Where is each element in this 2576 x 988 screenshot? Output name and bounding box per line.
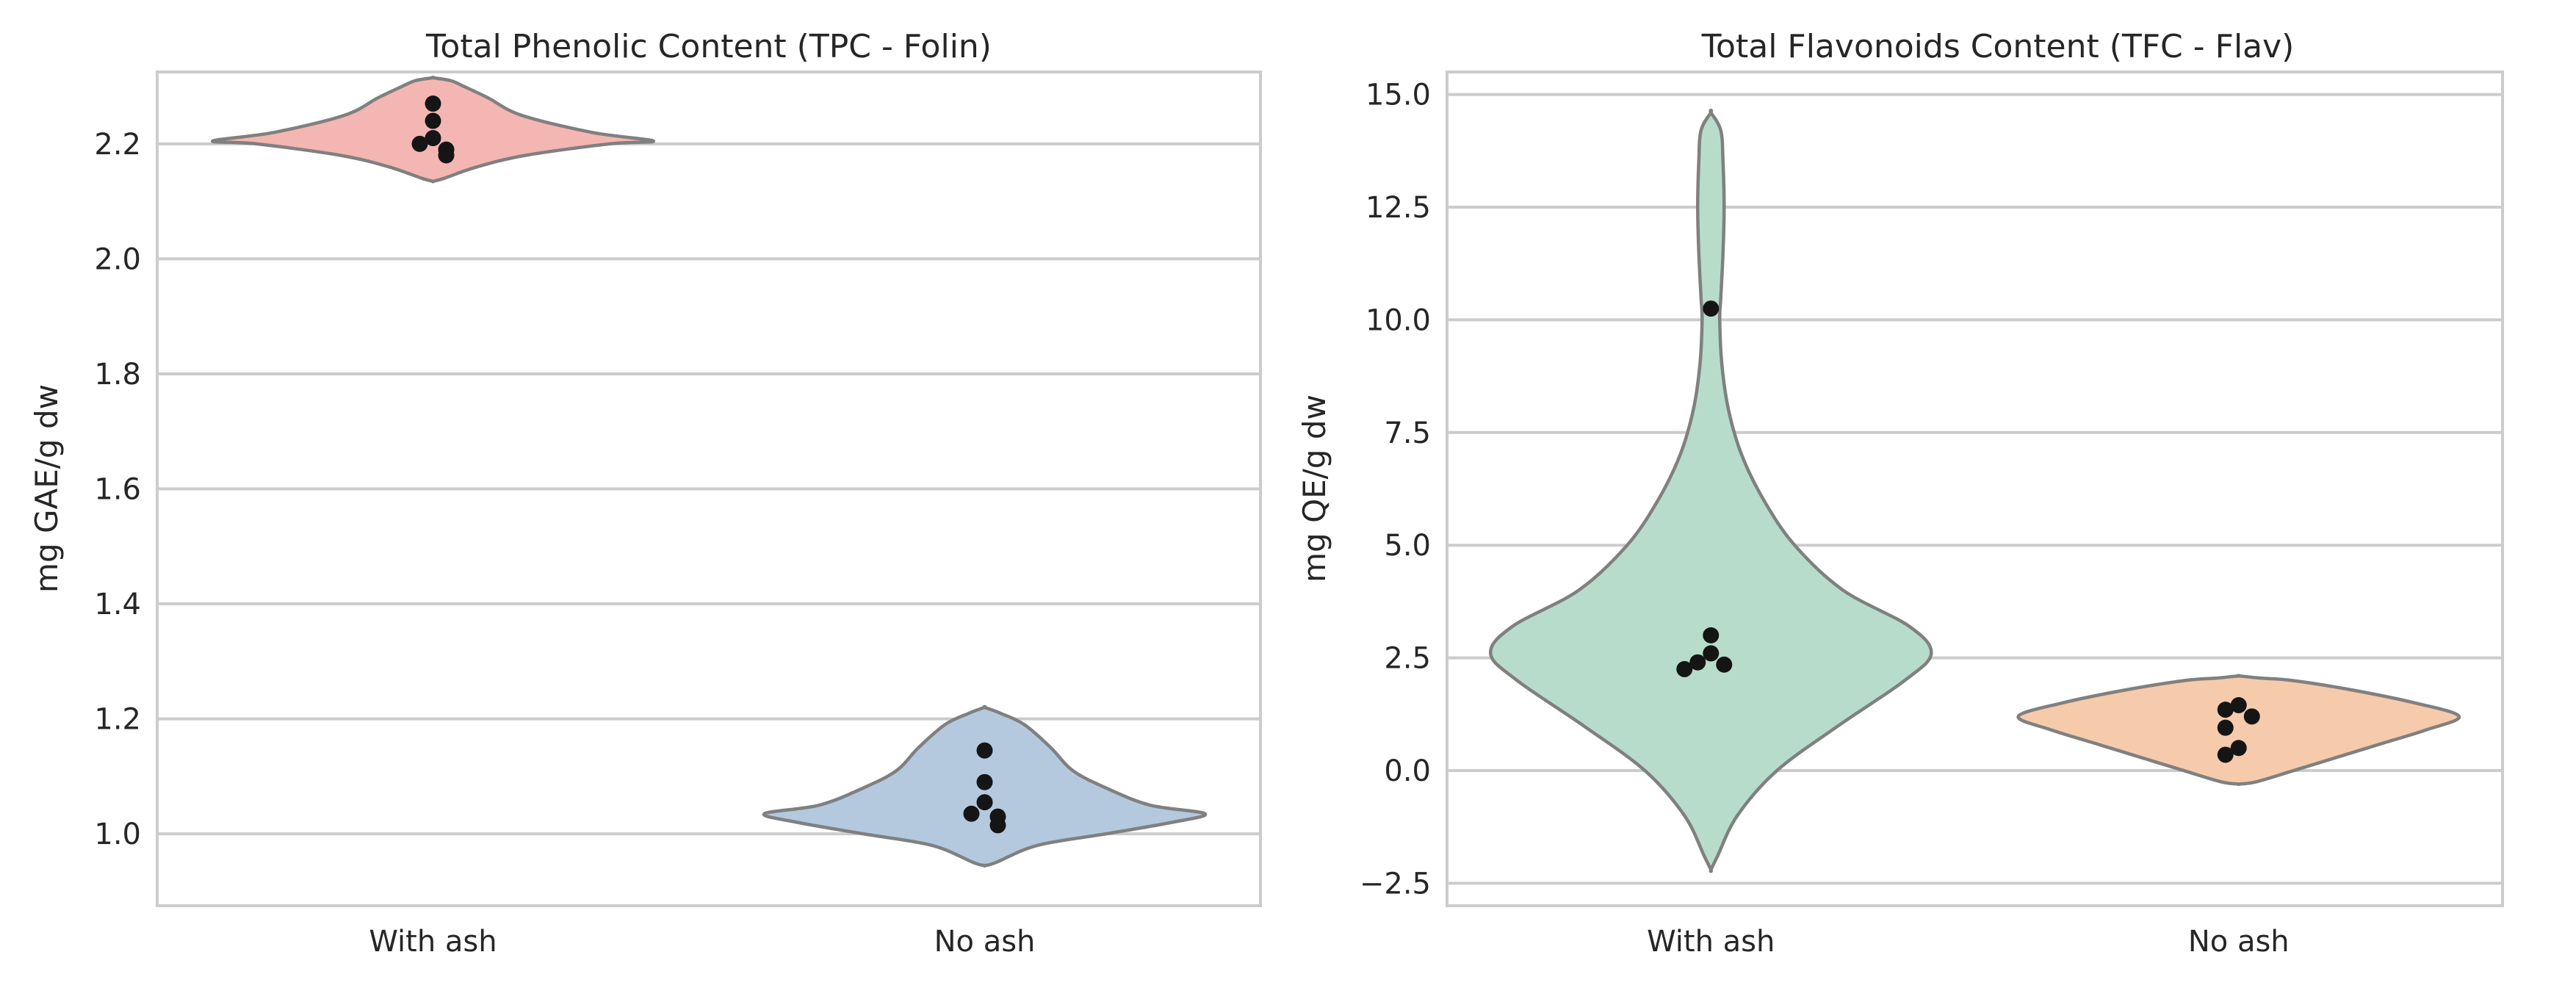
- tfc-y-tick-label: 15.0: [1365, 79, 1431, 112]
- tpc-chart-panel: 1.0 1.2 1.4 1.6 1.8 2.0 2.2 With ash No ash Tot…: [29, 28, 1262, 959]
- tpc-data-point: [989, 817, 1006, 834]
- tfc-data-point: [1676, 660, 1693, 677]
- tfc-y-tick-label: 12.5: [1365, 191, 1431, 225]
- tpc-data-point: [425, 112, 441, 129]
- tfc-y-tick-label: −2.5: [1360, 867, 1431, 901]
- tpc-data-point: [438, 147, 455, 164]
- tpc-y-tick-label: 2.2: [94, 128, 141, 162]
- tfc-y-tick-label: 7.5: [1384, 417, 1431, 450]
- tpc-y-tick-label: 1.8: [94, 358, 141, 392]
- tfc-data-point: [2217, 719, 2234, 736]
- tfc-data-point: [2230, 696, 2247, 713]
- tpc-data-point: [976, 794, 993, 811]
- tfc-data-point: [1703, 627, 1720, 643]
- tfc-chart-panel: −2.5 0.0 2.5 5.0 7.5 10.0 12.5 15.0 With ash No …: [1296, 28, 2504, 959]
- tfc-y-tick-label: 10.0: [1365, 303, 1431, 337]
- tfc-data-point: [2217, 702, 2234, 718]
- tpc-y-tick-label: 1.4: [94, 588, 141, 621]
- tpc-data-point: [411, 135, 428, 152]
- tfc-data-point: [1689, 654, 1706, 671]
- tfc-data-point: [2230, 740, 2247, 757]
- tfc-y-axis-label: mg QE/g dw: [1296, 394, 1332, 583]
- tfc-plot-frame: [1446, 71, 2504, 907]
- tpc-y-axis-label: mg GAE/g dw: [29, 384, 65, 593]
- tfc-data-point: [1703, 645, 1720, 662]
- tfc-data-point: [2217, 746, 2234, 763]
- tpc-x-tick-label: No ash: [934, 925, 1036, 959]
- tfc-x-tick-label: No ash: [2188, 925, 2290, 959]
- tpc-data-point: [976, 742, 993, 759]
- tpc-data-point: [976, 774, 993, 790]
- tfc-violin-with-ash: [1488, 108, 1933, 873]
- tpc-y-tick-label: 1.0: [94, 818, 141, 851]
- tpc-y-tick-label: 2.0: [94, 242, 141, 276]
- tpc-y-tick-label: 1.2: [94, 703, 141, 737]
- tfc-y-tick-label: 5.0: [1384, 529, 1431, 563]
- tpc-data-point: [425, 130, 441, 147]
- tfc-y-tick-label: 0.0: [1384, 754, 1431, 788]
- tpc-x-tick-label: With ash: [369, 925, 497, 959]
- tfc-x-tick-label: With ash: [1647, 925, 1775, 959]
- tpc-data-point: [963, 805, 980, 822]
- tfc-violin-no-ash: [2016, 674, 2461, 786]
- tfc-data-point: [1703, 300, 1720, 317]
- tpc-violin-with-ash: [211, 76, 655, 184]
- tfc-data-point: [1716, 656, 1733, 673]
- tfc-y-tick-label: 2.5: [1384, 642, 1431, 676]
- tpc-chart-title: Total Phenolic Content (TPC - Folin): [425, 28, 992, 65]
- tpc-data-point: [425, 95, 441, 112]
- tfc-chart-title: Total Flavonoids Content (TFC - Flav): [1701, 28, 2295, 65]
- tpc-y-tick-label: 1.6: [94, 473, 141, 507]
- tfc-data-point: [2243, 708, 2260, 725]
- tpc-plot-frame: [156, 71, 1262, 907]
